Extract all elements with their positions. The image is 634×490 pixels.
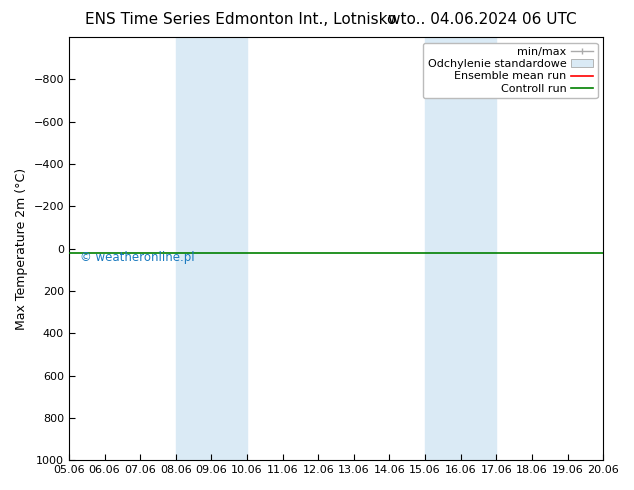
Bar xyxy=(176,37,247,460)
Text: wto.. 04.06.2024 06 UTC: wto.. 04.06.2024 06 UTC xyxy=(387,12,576,27)
Text: © weatheronline.pl: © weatheronline.pl xyxy=(80,251,194,264)
Text: ENS Time Series Edmonton Int., Lotnisko: ENS Time Series Edmonton Int., Lotnisko xyxy=(85,12,397,27)
Bar xyxy=(425,37,496,460)
Y-axis label: Max Temperature 2m (°C): Max Temperature 2m (°C) xyxy=(15,168,28,330)
Legend: min/max, Odchylenie standardowe, Ensemble mean run, Controll run: min/max, Odchylenie standardowe, Ensembl… xyxy=(424,43,598,98)
